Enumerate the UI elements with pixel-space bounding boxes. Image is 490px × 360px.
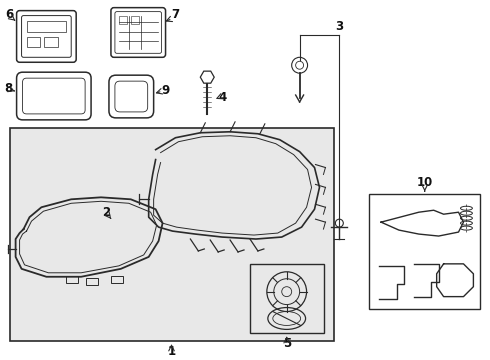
Bar — [369, 194, 480, 309]
Bar — [45, 37, 58, 48]
Text: 9: 9 — [161, 84, 170, 96]
Bar — [26, 21, 66, 32]
Text: 10: 10 — [416, 176, 433, 189]
Text: 7: 7 — [172, 8, 179, 21]
Text: 3: 3 — [335, 20, 343, 33]
Text: 5: 5 — [283, 337, 291, 350]
Bar — [26, 37, 41, 48]
Bar — [119, 15, 127, 23]
Bar — [86, 278, 98, 285]
Text: 8: 8 — [4, 82, 13, 95]
Text: 6: 6 — [5, 8, 14, 21]
Text: 4: 4 — [218, 90, 226, 104]
Bar — [66, 276, 78, 283]
Text: 2: 2 — [102, 206, 110, 219]
Bar — [111, 276, 123, 283]
Bar — [131, 15, 139, 23]
Bar — [250, 264, 324, 333]
Text: 1: 1 — [168, 345, 175, 358]
Bar — [10, 128, 334, 341]
